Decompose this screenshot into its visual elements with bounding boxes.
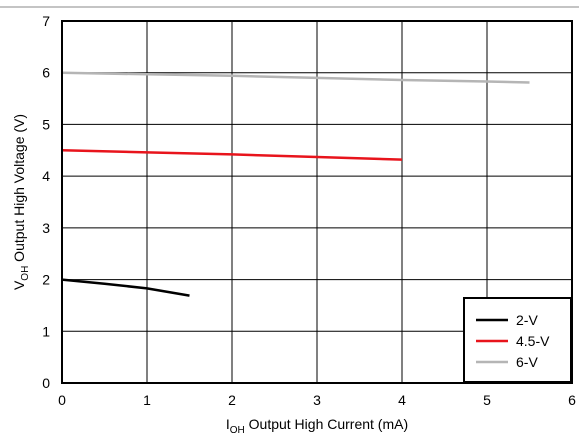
y-axis-label-sub: OH (20, 266, 31, 281)
y-tick-label: 7 (42, 13, 50, 29)
x-axis-label-rest: Output High Current (mA) (245, 416, 408, 432)
x-tick-label: 2 (228, 392, 236, 408)
series-line-2-V (61, 278, 190, 297)
grid (61, 20, 573, 384)
y-axis-label-main: V (11, 280, 27, 290)
plot-frame (61, 20, 573, 384)
x-tick-label: 5 (483, 392, 491, 408)
legend: 2-V 4.5-V 6-V (463, 297, 572, 383)
series-line-4.5-V (61, 149, 403, 161)
y-tick-label: 5 (42, 116, 50, 132)
x-tick-label: 3 (313, 392, 321, 408)
legend-label: 4.5-V (516, 333, 550, 349)
series-line-6-V (61, 71, 530, 84)
series-layer (61, 71, 530, 297)
x-axis-label-sub: OH (230, 425, 245, 436)
y-tick-label: 3 (42, 220, 50, 236)
tick-labels: 0 1 2 3 4 5 6 0 1 2 3 4 5 6 7 (42, 13, 576, 408)
x-axis-label-main: I (226, 416, 230, 432)
y-axis-label-rest: Output High Voltage (V) (11, 114, 27, 266)
y-tick-label: 2 (42, 272, 50, 288)
y-tick-label: 1 (42, 323, 50, 339)
legend-label: 6-V (516, 354, 538, 370)
y-tick-label: 4 (42, 168, 50, 184)
y-tick-label: 6 (42, 65, 50, 81)
legend-label: 2-V (516, 312, 538, 328)
x-axis-label: IOH Output High Current (mA) (226, 416, 408, 436)
x-tick-label: 0 (58, 392, 66, 408)
x-tick-label: 4 (398, 392, 406, 408)
x-tick-label: 1 (143, 392, 151, 408)
x-tick-label: 6 (568, 392, 576, 408)
y-tick-label: 0 (42, 375, 50, 391)
y-axis-label: VOH Output High Voltage (V) (11, 114, 31, 290)
